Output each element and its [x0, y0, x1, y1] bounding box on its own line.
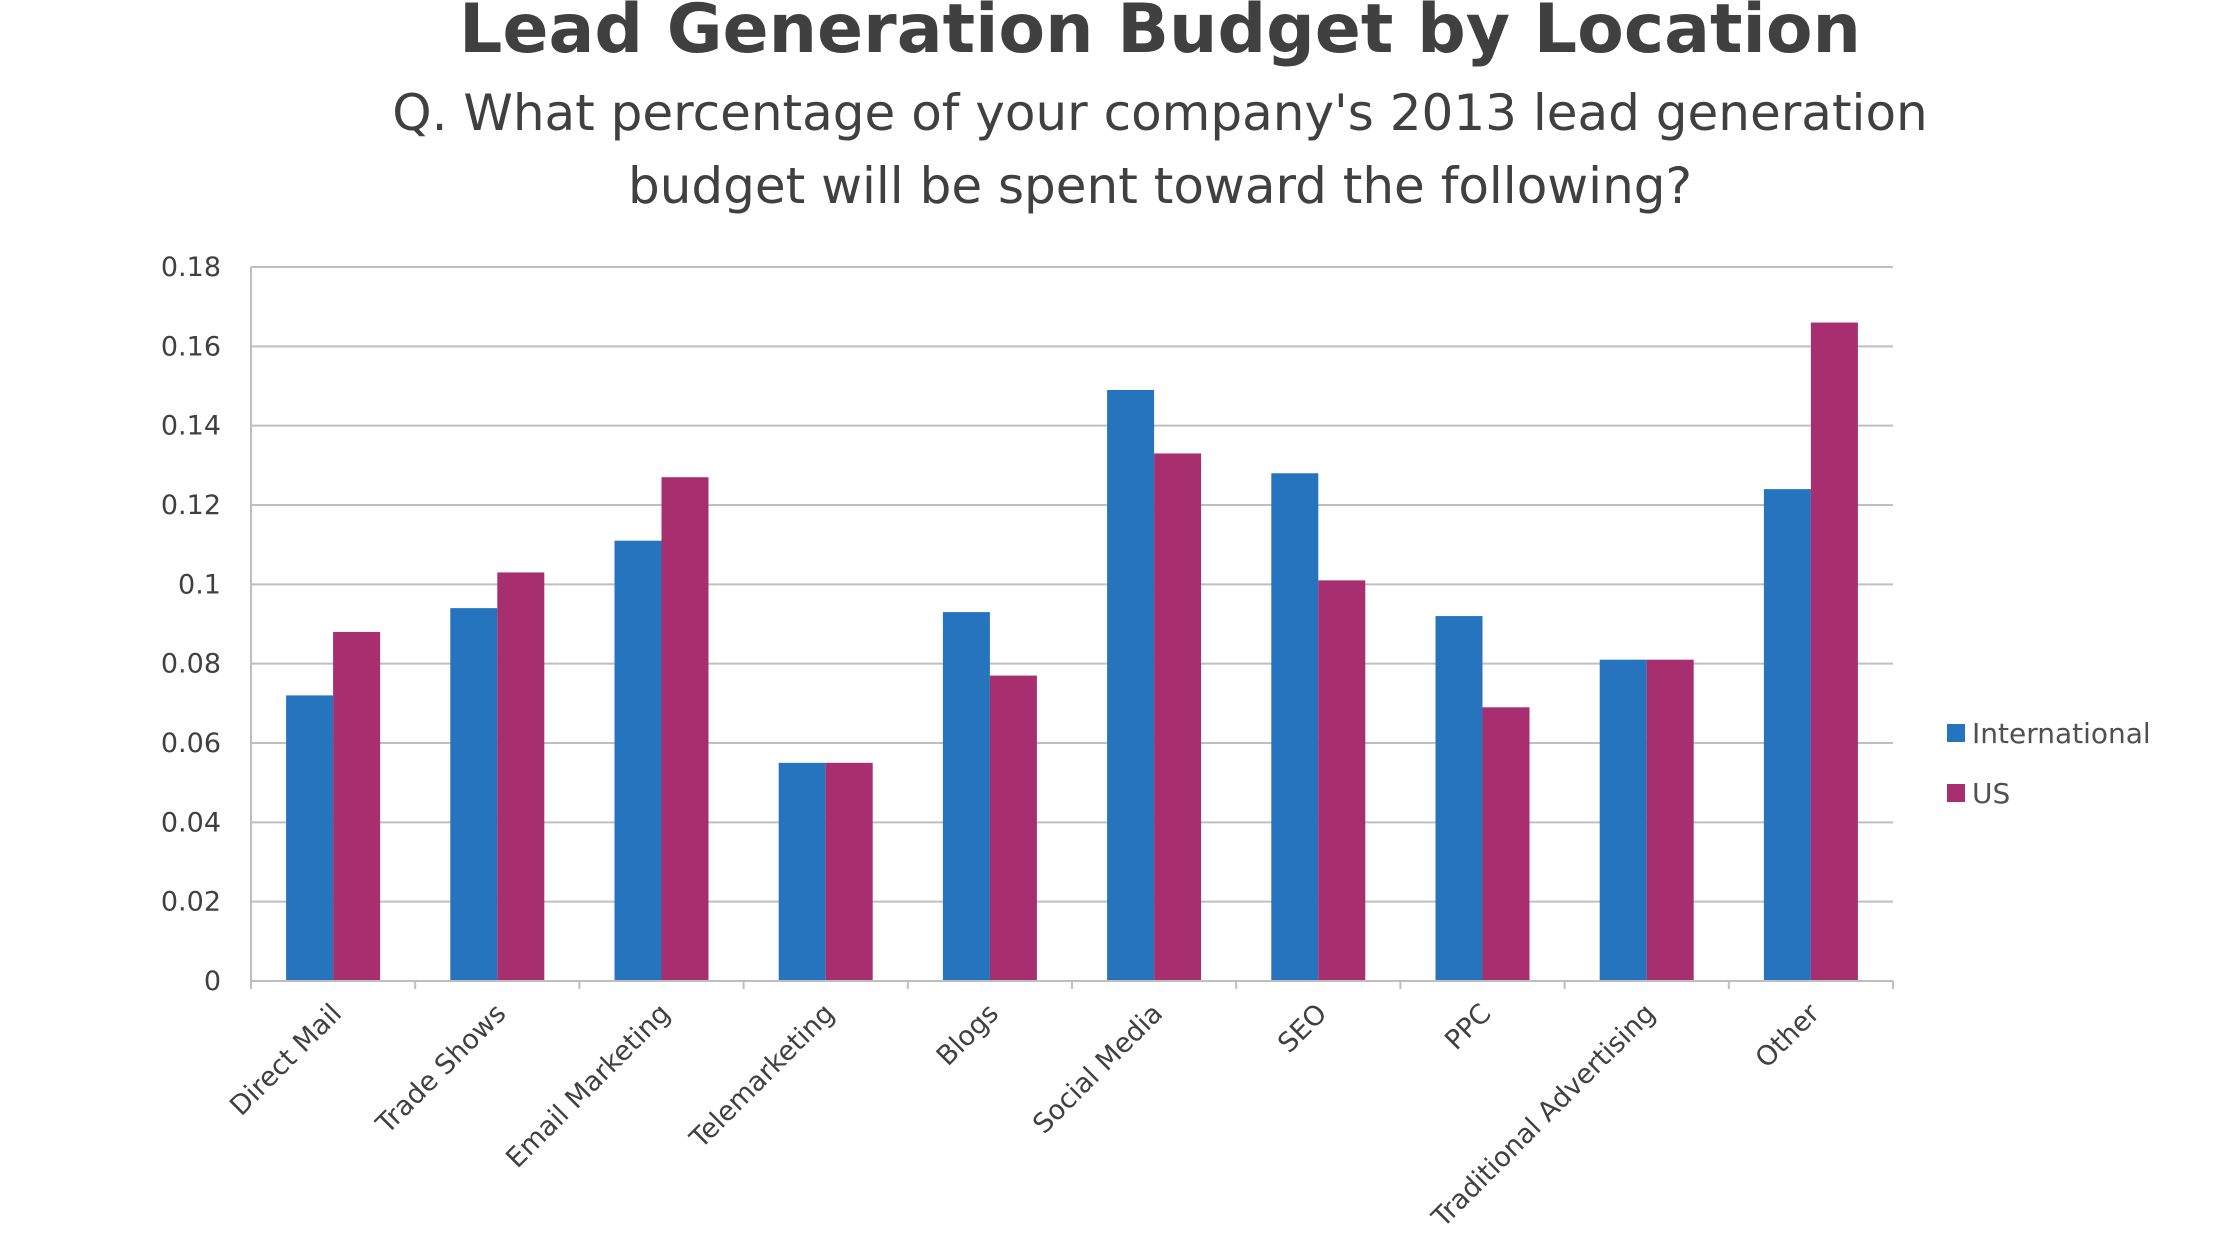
bar-international-ppc [1435, 616, 1483, 981]
bar-international-direct-mail [286, 695, 334, 981]
x-tick-label: Telemarketing [684, 998, 841, 1155]
bar-us-ppc [1482, 707, 1530, 981]
chart-subtitle-line-2: budget will be spent toward the followin… [628, 157, 1692, 215]
x-tick-label: Email Marketing [500, 998, 676, 1174]
bar-international-traditional-advertising [1599, 659, 1647, 981]
y-tick-label: 0.18 [161, 252, 221, 283]
bar-international-telemarketing [778, 762, 826, 981]
x-tick-label: PPC [1439, 998, 1497, 1056]
x-tick-label: SEO [1272, 998, 1333, 1059]
bar-us-traditional-advertising [1646, 659, 1694, 981]
bar-us-seo [1318, 580, 1366, 981]
bar-us-direct-mail [333, 631, 381, 981]
x-tick-label: Trade Shows [370, 998, 512, 1140]
y-tick-label: 0.16 [161, 331, 221, 362]
bar-international-social-media [1107, 389, 1155, 981]
y-tick-label: 0.1 [178, 569, 221, 600]
x-tick-label: Social Media [1027, 998, 1169, 1140]
bar-us-email-marketing [661, 477, 709, 981]
bar-us-social-media [1154, 453, 1202, 981]
bar-us-telemarketing [825, 762, 873, 981]
bar-international-email-marketing [614, 540, 662, 981]
chart-subtitle-line-1: Q. What percentage of your company's 201… [392, 84, 1927, 142]
bar-international-seo [1271, 473, 1319, 981]
bar-international-trade-shows [450, 608, 498, 981]
legend-swatch-international [1947, 724, 1965, 742]
y-tick-label: 0.06 [161, 728, 221, 759]
legend-swatch-us [1947, 784, 1965, 802]
bar-us-other [1810, 322, 1858, 981]
legend: International US [1947, 717, 2151, 810]
x-tick-label: Blogs [931, 998, 1005, 1072]
y-tick-label: 0.12 [161, 490, 221, 521]
bar-us-trade-shows [497, 572, 545, 981]
legend-label-us: US [1972, 777, 2010, 810]
x-tick-label: Direct Mail [224, 998, 348, 1122]
bar-international-other [1763, 489, 1811, 981]
chart-title: Lead Generation Budget by Location [459, 0, 1861, 69]
y-tick-label: 0.02 [161, 887, 221, 918]
bar-us-blogs [989, 675, 1037, 981]
y-tick-label: 0.14 [161, 411, 221, 442]
legend-label-international: International [1972, 717, 2151, 750]
y-tick-label: 0.04 [161, 807, 221, 838]
bars [286, 322, 1858, 981]
x-tick-label: Other [1750, 997, 1827, 1074]
y-tick-label: 0 [204, 966, 221, 997]
bar-international-blogs [942, 612, 990, 981]
y-tick-label: 0.08 [161, 649, 221, 680]
